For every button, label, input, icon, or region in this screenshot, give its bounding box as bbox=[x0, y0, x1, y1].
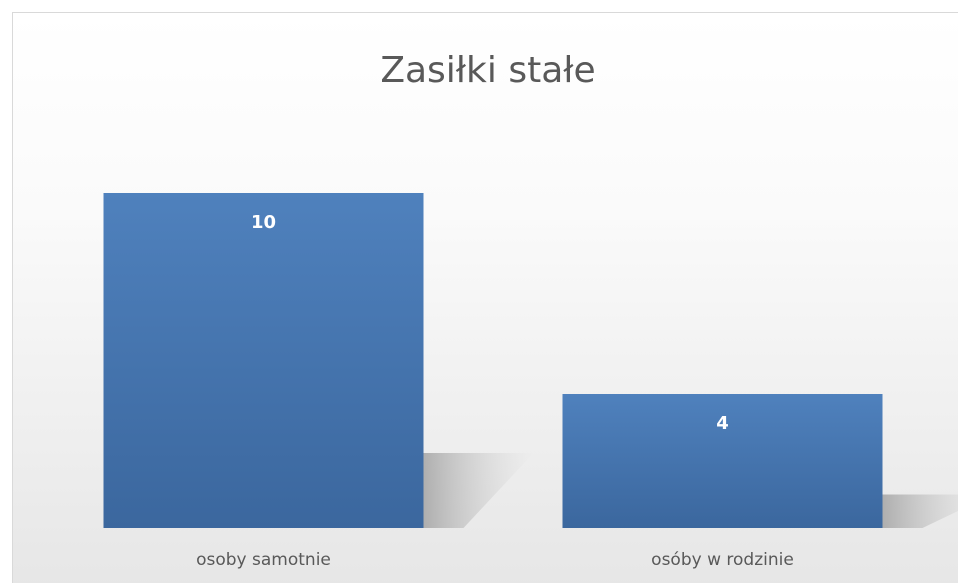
data-label: 4 bbox=[716, 413, 729, 434]
plot-area: 10 osoby samotnie 4 osóby w rodzinie bbox=[103, 193, 958, 570]
chart-title: Zasiłki stałe bbox=[380, 50, 595, 91]
bar bbox=[103, 193, 424, 528]
bar-shadow bbox=[423, 453, 534, 528]
x-tick-label: osoby samotnie bbox=[196, 550, 331, 570]
x-tick-label: osóby w rodzinie bbox=[651, 550, 794, 570]
bar-shadow bbox=[882, 494, 958, 528]
bar bbox=[562, 394, 883, 528]
data-label: 10 bbox=[251, 212, 276, 233]
